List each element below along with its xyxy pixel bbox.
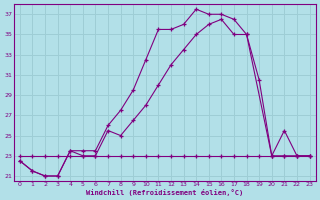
X-axis label: Windchill (Refroidissement éolien,°C): Windchill (Refroidissement éolien,°C) [86, 189, 243, 196]
